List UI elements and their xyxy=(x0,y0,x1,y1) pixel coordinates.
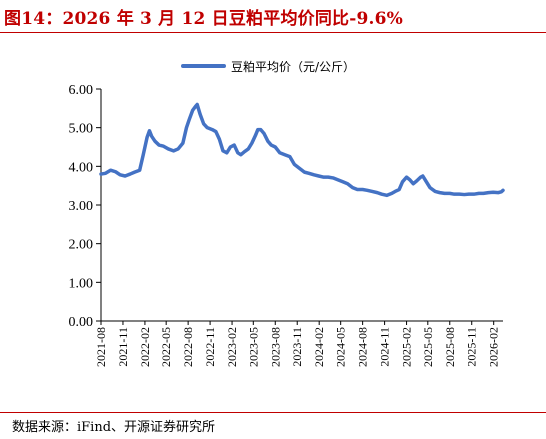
x-tick-label: 2026-02 xyxy=(487,327,501,367)
y-tick-label: 1.00 xyxy=(69,276,94,291)
source-note: 数据来源：iFind、开源证券研究所 xyxy=(12,420,216,435)
y-tick-label: 2.00 xyxy=(69,238,94,253)
series-group xyxy=(99,102,505,198)
x-tick-label: 2021-11 xyxy=(116,327,130,367)
x-axis: 2021-08 2021-11 2022-02 2022-05 2022-08 2022-… xyxy=(94,320,503,367)
x-tick-label: 2024-05 xyxy=(334,327,348,367)
x-tick-label: 2023-05 xyxy=(246,327,260,367)
y-axis: 0.00 1.00 2.00 3.00 4.00 5.00 6.00 xyxy=(69,83,102,330)
y-tick-label: 5.00 xyxy=(69,122,94,137)
footer-rule xyxy=(0,412,546,413)
x-tick-label: 2023-02 xyxy=(225,327,239,367)
x-tick-label: 2025-11 xyxy=(465,327,479,367)
x-tick-label: 2022-05 xyxy=(159,327,173,367)
title-rule xyxy=(0,32,546,33)
y-tick-label: 6.00 xyxy=(69,83,94,98)
x-tick-label: 2021-08 xyxy=(94,327,108,367)
x-tick-label: 2025-02 xyxy=(400,327,414,367)
x-tick-label: 2024-02 xyxy=(312,327,326,367)
x-tick-label: 2022-08 xyxy=(181,327,195,367)
x-tick-label: 2025-08 xyxy=(443,327,457,367)
chart: 豆粕平均价（元/公斤） 0.00 1.00 2.00 3.00 4.00 5.00 6.00… xyxy=(69,59,505,367)
x-tick-label: 2022-11 xyxy=(203,327,217,367)
x-tick-label: 2022-02 xyxy=(138,327,152,367)
chart-title: 图14：2026 年 3 月 12 日豆粕平均价同比-9.6% xyxy=(4,9,404,29)
y-tick-label: 0.00 xyxy=(69,315,94,330)
x-tick-label: 2024-11 xyxy=(378,327,392,367)
series-line-0 xyxy=(99,102,505,198)
x-tick-label: 2023-08 xyxy=(268,327,282,367)
y-tick-label: 3.00 xyxy=(69,199,94,214)
x-tick-label: 2023-11 xyxy=(290,327,304,367)
legend-label: 豆粕平均价（元/公斤） xyxy=(231,59,355,74)
x-tick-label: 2024-08 xyxy=(356,327,370,367)
legend: 豆粕平均价（元/公斤） xyxy=(181,59,355,74)
x-tick-label: 2025-05 xyxy=(421,327,435,367)
y-tick-label: 4.00 xyxy=(69,160,94,175)
